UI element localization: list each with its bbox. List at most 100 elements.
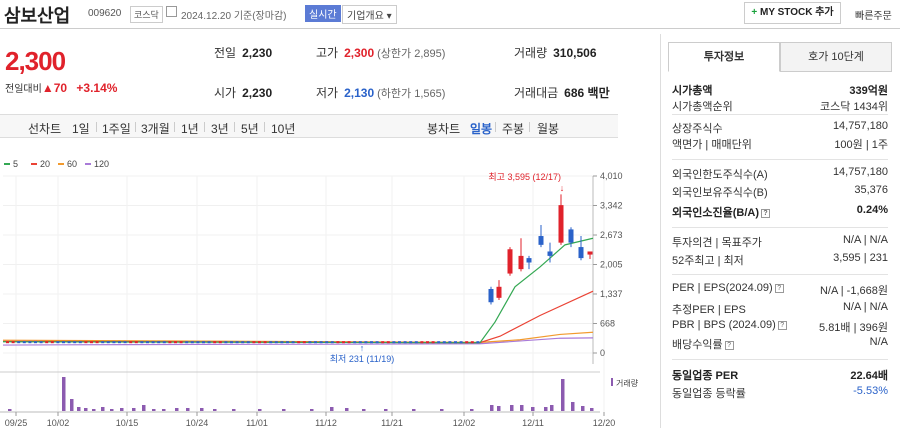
- volume-legend: 거래량: [616, 378, 639, 388]
- date-tick-label: 12/11: [522, 418, 544, 428]
- high-value: 2,300: [344, 46, 375, 60]
- legend-swatch: [31, 163, 37, 165]
- chart-period-bar: 선차트 1일 1주일 3개월 1년 3년 5년 10년 봉차트 일봉 주봉 월봉: [0, 114, 618, 138]
- tab-investment-info[interactable]: 투자정보: [668, 42, 780, 72]
- volume-bar: [362, 409, 366, 411]
- legend-swatch: [58, 163, 64, 165]
- moving-average-lines: [2, 237, 594, 346]
- price-tick-label: 0: [600, 348, 605, 358]
- candle: [73, 341, 77, 344]
- summary-prev: 전일 2,230: [214, 44, 272, 61]
- price-tick-label: 2,005: [600, 260, 623, 270]
- info-label: PBR | BPS (2024.09)?: [672, 319, 787, 331]
- info-label: 시가총액순위: [672, 101, 733, 113]
- volume-bar: [330, 407, 334, 411]
- volume-bar: [186, 408, 190, 411]
- info-value: 35,376: [854, 184, 888, 196]
- candle: [34, 341, 37, 344]
- tab-line-chart[interactable]: 선차트: [28, 122, 62, 136]
- candle: [123, 341, 127, 344]
- volume-bar: [571, 402, 575, 411]
- info-label: 추정PER | EPS: [672, 304, 746, 316]
- candle: [67, 341, 71, 344]
- realtime-button[interactable]: 실시간: [305, 5, 341, 22]
- candle: [308, 341, 312, 344]
- candle: [538, 236, 544, 245]
- tab-3year[interactable]: 3년: [211, 122, 229, 136]
- date-tick-label: 12/02: [453, 418, 476, 428]
- tab-daily[interactable]: 일봉: [470, 122, 493, 136]
- candle: [353, 341, 357, 344]
- summary-open: 시가 2,230: [214, 84, 272, 101]
- stock-code: 009620: [88, 8, 122, 19]
- candle: [252, 341, 256, 344]
- candle: [431, 341, 435, 344]
- tab-order-book[interactable]: 호가 10단계: [780, 42, 892, 72]
- candle: [90, 341, 93, 344]
- moving-average-line: [2, 337, 594, 346]
- change-rate: +3.14%: [76, 81, 118, 95]
- company-overview-dropdown[interactable]: 기업개요 ▾: [342, 5, 397, 24]
- info-value: -5.53%: [853, 385, 888, 397]
- candle: [496, 286, 502, 298]
- change-label: 전일대비: [5, 84, 42, 95]
- tab-1day[interactable]: 1일: [72, 122, 90, 136]
- investment-info-panel: 투자정보 호가 10단계 시가총액 339억원 시가총액순위 코스닥 1434위 상장주…: [660, 34, 900, 428]
- tab-10year[interactable]: 10년: [271, 122, 296, 136]
- volume-bar: [590, 408, 594, 411]
- info-label: 배당수익률?: [672, 336, 734, 352]
- summary-high: 고가 2,300 (상한가 2,895): [316, 44, 445, 61]
- info-row: 시가총액순위 코스닥 1434위: [672, 98, 888, 114]
- volume-bar: [258, 409, 262, 411]
- candle: [218, 341, 222, 344]
- candle: [347, 341, 351, 344]
- volume-bar: [490, 405, 494, 411]
- candle: [190, 341, 194, 344]
- info-label: 외국인소진율(B/A)?: [672, 204, 770, 220]
- help-icon[interactable]: ?: [724, 341, 734, 350]
- candle: [286, 341, 289, 344]
- help-icon[interactable]: ?: [761, 209, 770, 218]
- candle: [62, 341, 65, 344]
- date-tick-label: 10/02: [47, 418, 70, 428]
- candle: [224, 341, 228, 344]
- info-value: 100원 | 1주: [834, 139, 888, 151]
- candle: [196, 341, 200, 344]
- candle: [488, 288, 494, 303]
- candle: [437, 341, 441, 344]
- legend-swatch: [4, 163, 10, 165]
- tab-weekly[interactable]: 주봉: [502, 122, 525, 136]
- candle: [84, 341, 88, 344]
- price-tick-label: 3,342: [600, 200, 623, 210]
- plus-icon: +: [751, 7, 758, 18]
- tab-5year[interactable]: 5년: [241, 122, 259, 136]
- candle: [235, 341, 239, 344]
- help-icon[interactable]: ?: [777, 321, 787, 330]
- tab-3month[interactable]: 3개월: [141, 122, 170, 136]
- tab-1week[interactable]: 1주일: [102, 122, 131, 136]
- tab-1year[interactable]: 1년: [181, 122, 199, 136]
- info-label: 시가총액: [672, 85, 713, 97]
- tab-candle-chart[interactable]: 봉차트: [427, 122, 461, 136]
- candle: [112, 341, 116, 344]
- volume-bar: [213, 409, 217, 411]
- legend-label: 20: [40, 159, 50, 169]
- help-icon[interactable]: ?: [774, 284, 784, 293]
- info-row: 배당수익률? N/A: [672, 336, 888, 352]
- prev-value: 2,230: [242, 46, 273, 60]
- volume-bar: [77, 407, 81, 411]
- add-mystock-button[interactable]: + MY STOCK 추가: [744, 2, 841, 24]
- candle: [403, 341, 407, 344]
- high-label: 고가: [316, 46, 339, 60]
- volume-bar: [70, 399, 74, 411]
- legend-swatch: [85, 163, 91, 165]
- stock-chart[interactable]: 5 20 60 120 4,010 3,342 2,673 2,005 1,337 668 0 최…: [0, 150, 640, 428]
- open-value: 2,230: [242, 86, 273, 100]
- candle: [269, 341, 273, 344]
- candle: [246, 341, 250, 344]
- volume-bar: [497, 406, 501, 411]
- tab-monthly[interactable]: 월봉: [537, 122, 560, 136]
- candle: [459, 341, 463, 344]
- quick-order-link[interactable]: 빠른주문: [855, 11, 892, 22]
- info-value: N/A: [869, 336, 888, 348]
